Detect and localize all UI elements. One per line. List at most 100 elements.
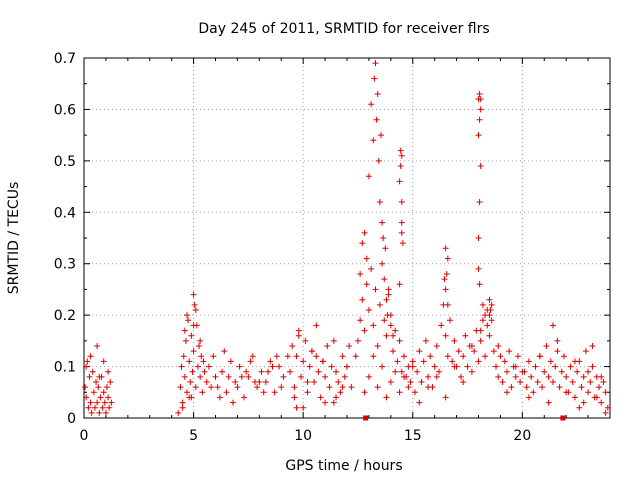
data-point [449,358,456,365]
data-point [363,255,370,262]
data-point [304,389,311,396]
data-point [381,317,388,324]
data-point [276,363,283,370]
data-point [399,240,406,247]
data-point [379,363,386,370]
data-point [541,368,548,375]
data-point [550,322,557,329]
data-point [550,379,557,385]
ticks: 0 0.1 0.2 0.3 0.4 0.5 0.6 0.7 0 5 10 15 20 [54,51,610,444]
data-point [188,332,195,339]
data-point [560,353,567,360]
data-point [221,348,228,355]
data-point [503,368,510,375]
data-point [422,337,429,344]
data-point [95,384,102,391]
data-point [488,301,495,308]
data-point [223,389,230,396]
data-point [477,96,484,103]
data-point [339,353,346,360]
data-point [200,358,207,365]
data-point [181,373,188,380]
data-point [184,312,191,319]
data-point [477,163,484,169]
data-point [192,307,199,313]
data-point [392,368,399,375]
data-point [83,363,90,370]
data-point [333,394,340,401]
data-point [203,379,210,385]
y-tick-label: 0.5 [54,154,76,170]
data-point [197,373,204,380]
data-point [476,116,483,123]
data-point [247,358,254,365]
data-point [495,373,502,380]
data-point [240,394,247,401]
y-tick-label: 0 [67,411,76,427]
data-point [322,373,329,380]
data-point [468,343,475,349]
data-point [534,379,541,385]
data-point [508,384,515,391]
data-point [443,271,450,277]
data-point [182,337,189,344]
data-point [205,363,212,370]
data-point [436,368,443,375]
data-point [545,373,552,380]
data-point [554,348,561,355]
data-point [361,389,368,396]
data-point [384,312,391,319]
data-point [344,363,350,370]
data-point [335,379,342,385]
data-point [370,353,377,360]
data-point [284,353,291,360]
data-point [425,373,432,380]
data-point [398,368,405,375]
data-point [212,373,219,380]
data-point [438,322,445,329]
data-point [295,332,302,339]
y-tick-label: 0.3 [54,257,76,273]
data-point [105,394,112,401]
data-point [216,394,223,401]
data-point [278,384,285,391]
data-point [293,353,300,360]
data-point [442,286,449,293]
data-point [476,281,483,288]
data-point [451,337,458,344]
data-point [600,379,607,385]
data-point [91,404,98,411]
data-point [295,327,302,334]
data-point [433,343,440,349]
data-point [593,394,600,401]
data-point [341,373,348,380]
data-point [376,301,383,308]
data-point [322,399,329,406]
data-point [365,307,372,313]
data-point [357,271,364,277]
data-point [414,368,421,375]
data-point [532,363,539,370]
data-point [444,353,451,360]
data-point [83,394,90,401]
data-point [190,322,197,329]
data-point [387,322,394,329]
data-point [444,255,451,262]
data-point [198,353,205,360]
data-point [254,384,261,391]
data-point [99,404,106,411]
data-point [187,379,194,385]
data-point [177,384,184,391]
data-point [339,384,346,391]
data-point [302,337,309,344]
data-point [313,322,320,329]
data-point [269,363,276,370]
data-point [370,322,377,329]
data-point [602,389,609,396]
data-point [297,373,304,380]
data-point [273,353,280,360]
data-point [262,379,269,385]
data-point [107,379,114,385]
data-point [361,327,368,334]
data-point [383,394,390,401]
